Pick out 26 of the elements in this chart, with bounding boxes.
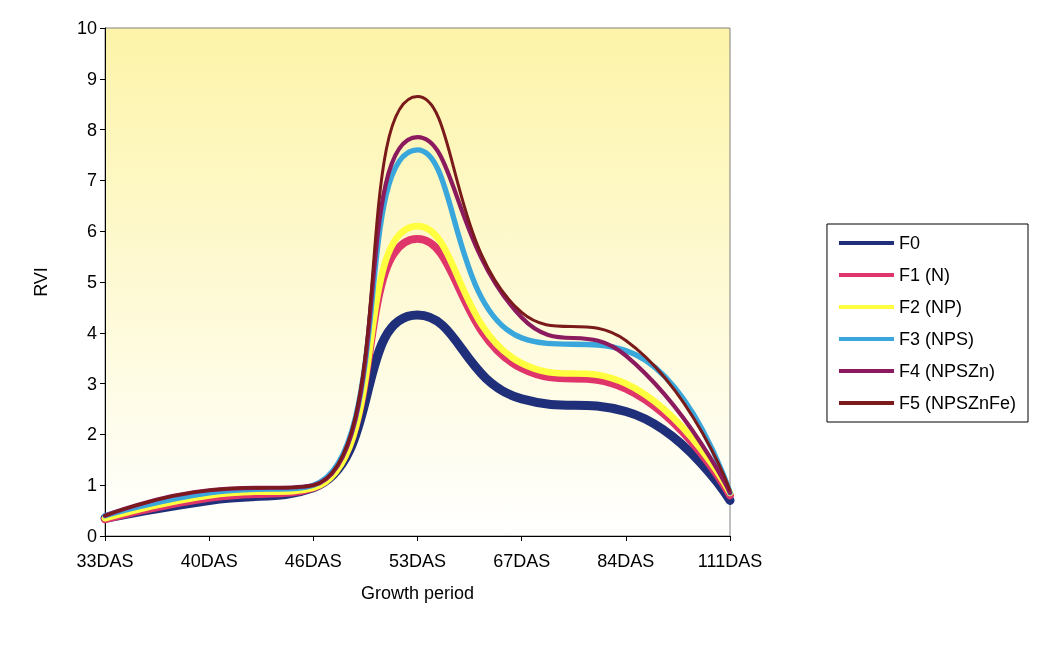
x-tick-label: 33DAS xyxy=(76,551,134,571)
legend-label: F2 (NP) xyxy=(898,297,962,317)
y-tick-label: 6 xyxy=(86,221,97,242)
legend-label: F1 (N) xyxy=(898,265,950,285)
legend-label: F4 (NPSZn) xyxy=(898,361,995,381)
x-tick-label: 67DAS xyxy=(493,551,551,571)
x-tick-label: 111DAS xyxy=(697,551,763,571)
x-tick-label: 40DAS xyxy=(180,551,238,571)
y-tick-label: 8 xyxy=(86,119,97,140)
y-tick-label: 3 xyxy=(86,373,97,394)
x-tick-label: 46DAS xyxy=(284,551,342,571)
y-axis-title: RVI xyxy=(31,267,51,297)
y-tick-label: 4 xyxy=(86,322,97,343)
y-tick-label: 2 xyxy=(86,424,97,445)
y-tick-label: 9 xyxy=(86,68,97,89)
x-tick-label: 53DAS xyxy=(388,551,447,571)
y-tick-label: 10 xyxy=(76,18,97,38)
y-tick-label: 7 xyxy=(86,170,97,191)
legend-label: F5 (NPSZnFe) xyxy=(898,393,1017,413)
y-tick-label: 5 xyxy=(86,272,97,292)
legend-label: F3 (NPS) xyxy=(898,329,974,349)
legend-label: F0 xyxy=(898,233,920,253)
y-tick-label: 1 xyxy=(86,475,97,496)
x-tick-label: 84DAS xyxy=(597,551,655,571)
x-axis-title: Growth period xyxy=(360,583,475,603)
y-tick-label: 0 xyxy=(86,526,97,546)
